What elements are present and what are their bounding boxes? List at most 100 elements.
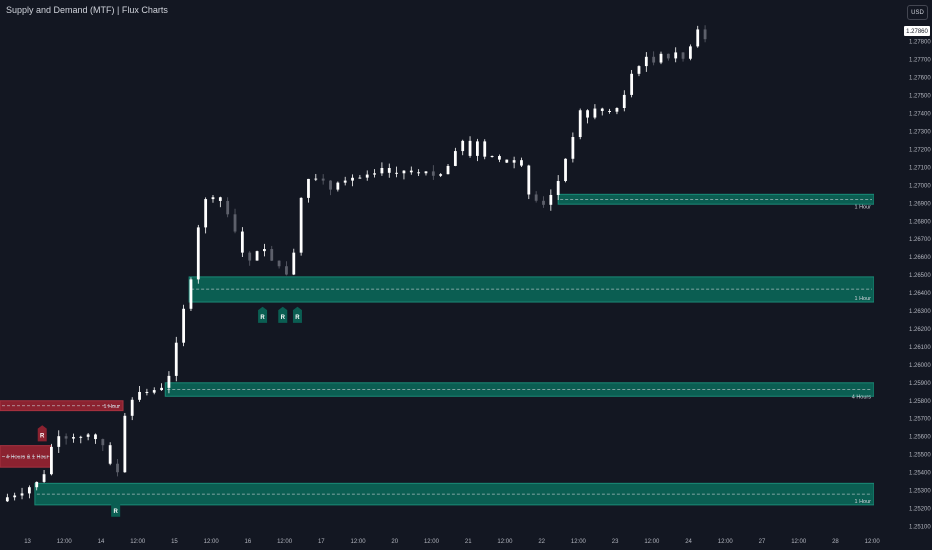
price-axis-background <box>874 0 932 550</box>
candle-body <box>226 200 230 215</box>
candle-body <box>255 251 259 261</box>
time-tick-label: 12:00 <box>571 539 587 545</box>
candle-body <box>174 342 178 376</box>
candle-body <box>431 171 435 176</box>
candle-body <box>307 178 310 198</box>
time-tick-label: 12:00 <box>497 539 513 545</box>
candle-body <box>453 151 457 166</box>
candle-body <box>512 160 516 163</box>
candle-body <box>240 231 244 253</box>
price-tick-label: 1.27800 <box>909 40 931 46</box>
currency-button[interactable]: USD <box>907 5 928 20</box>
candle-body <box>505 159 509 163</box>
retest-marker-label: R <box>260 315 265 321</box>
candle-body <box>586 110 589 118</box>
price-axis[interactable]: 1.27800 1.27700 1.27600 1.27500 1.27400 1.273… <box>874 0 932 550</box>
candle-body <box>681 52 685 59</box>
candle-body <box>688 46 692 59</box>
price-tick-label: 1.25700 <box>909 417 931 423</box>
retest-marker-1: R <box>258 306 268 323</box>
candle-body <box>79 436 83 438</box>
price-tick-label: 1.25500 <box>909 453 931 459</box>
candle-body <box>652 56 656 63</box>
candle-body <box>329 180 332 190</box>
demand-zone-label-2: 4 Hours <box>852 395 872 401</box>
retest-marker-4: R <box>111 500 121 517</box>
price-tick-label: 1.25400 <box>909 471 931 477</box>
candle-body <box>637 66 641 74</box>
price-tick-label: 1.26300 <box>909 309 931 315</box>
time-tick-label: 16 <box>245 539 252 545</box>
candles-layer <box>5 25 707 503</box>
price-tick-label: 1.25900 <box>909 381 931 387</box>
candle-body <box>534 194 538 201</box>
supply-zone-label-4: 1 Hour <box>104 404 121 410</box>
price-tick-label: 1.27700 <box>909 58 931 64</box>
price-tick-label: 1.25800 <box>909 399 931 405</box>
demand-zone-label-3: 1 Hour <box>854 499 871 505</box>
current-price-badge <box>904 25 930 36</box>
time-axis[interactable]: 13 12:00 14 12:00 15 12:00 16 12:00 17 12:00 20 12:… <box>0 530 880 550</box>
candle-body <box>527 165 531 195</box>
candle-body <box>211 197 215 200</box>
time-tick-label: 12:00 <box>424 539 440 545</box>
candle-body <box>72 437 75 439</box>
time-tick-label: 12:00 <box>865 539 881 545</box>
time-tick-label: 22 <box>538 539 545 545</box>
price-tick-label: 1.27400 <box>909 112 931 118</box>
candle-body <box>343 180 347 183</box>
candle-body <box>138 391 141 400</box>
time-tick-label: 12:00 <box>277 539 293 545</box>
price-tick-label: 1.26800 <box>909 219 931 225</box>
time-tick-label: 12:00 <box>644 539 660 545</box>
demand-zone-label-1: 1 Hour <box>854 296 871 302</box>
candle-body <box>20 493 24 496</box>
candle-body <box>13 495 17 498</box>
candle-body <box>42 474 46 482</box>
candle-body <box>564 158 567 182</box>
chart-title: Supply and Demand (MTF) | Flux Charts <box>6 5 168 15</box>
candle-body <box>145 391 149 393</box>
candle-body <box>321 178 325 181</box>
candle-body <box>204 199 208 228</box>
time-tick-label: 12:00 <box>791 539 807 545</box>
candle-body <box>409 170 413 173</box>
candle-body <box>417 172 421 174</box>
candle-body <box>608 110 611 112</box>
candle-body <box>439 174 443 176</box>
candle-body <box>461 140 465 152</box>
candle-body <box>395 172 399 174</box>
candle-body <box>86 434 90 437</box>
demand-zone-label-0: 1 Hour <box>854 204 871 210</box>
price-tick-label: 1.26500 <box>909 273 931 279</box>
time-tick-label: 24 <box>685 539 692 545</box>
candle-body <box>446 165 450 175</box>
candle-body <box>116 463 119 473</box>
candle-body <box>35 481 39 488</box>
candle-body <box>130 399 134 416</box>
candle-body <box>475 141 479 156</box>
candle-body <box>674 52 678 59</box>
candle-body <box>50 446 53 475</box>
candle-body <box>277 260 281 267</box>
retest-marker-2: R <box>278 306 288 323</box>
price-tick-label: 1.26400 <box>909 291 931 297</box>
retest-marker-label: R <box>281 315 286 321</box>
candle-body <box>189 279 193 309</box>
time-tick-label: 21 <box>465 539 472 545</box>
candle-body <box>94 434 97 440</box>
candle-body <box>167 375 171 388</box>
candle-body <box>483 141 487 157</box>
current-price-label: 1.27860 <box>906 29 928 35</box>
price-tick-label: 1.27000 <box>909 183 931 189</box>
price-tick-label: 1.26000 <box>909 363 931 369</box>
candle-body <box>123 415 127 473</box>
retest-marker-label: R <box>40 433 45 439</box>
candle-body <box>424 171 428 174</box>
candle-body <box>336 182 340 190</box>
candle-body <box>292 252 296 275</box>
price-tick-label: 1.27500 <box>909 94 931 100</box>
price-tick-label: 1.26200 <box>909 327 931 333</box>
